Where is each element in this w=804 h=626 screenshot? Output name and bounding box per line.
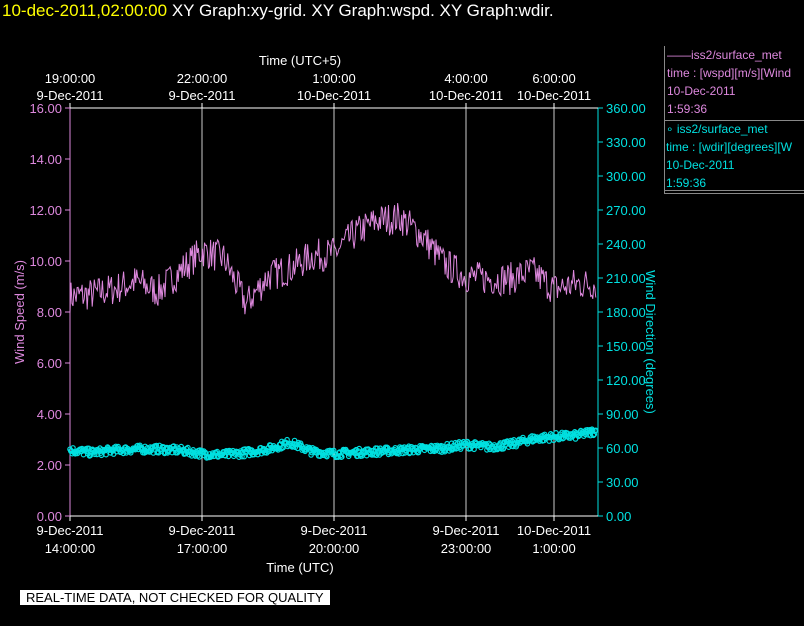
x2-tick-label-time: 1:00:00 <box>312 71 355 86</box>
legend-wdir-line2: time : [wdir][degrees][W <box>666 140 793 154</box>
wdir-data-point <box>225 453 232 460</box>
y2-tick-label: 120.00 <box>606 373 646 388</box>
y2-tick-label: 90.00 <box>606 407 639 422</box>
legend-wdir-box <box>664 120 804 194</box>
quality-notice: REAL-TIME DATA, NOT CHECKED FOR QUALITY <box>20 590 330 605</box>
x2-tick-label-time: 6:00:00 <box>532 71 575 86</box>
x2-tick-label-date: 9-Dec-2011 <box>37 88 104 103</box>
y2-axis-label: Wind Direction (degrees) <box>643 270 658 414</box>
x-tick-label-date: 9-Dec-2011 <box>301 523 368 538</box>
y-tick-label: 16.00 <box>29 101 62 116</box>
y-tick-label: 8.00 <box>37 305 62 320</box>
wdir-series-points <box>67 426 599 461</box>
y2-tick-label: 0.00 <box>606 509 631 524</box>
y2-tick-label: 270.00 <box>606 203 646 218</box>
y-tick-label: 10.00 <box>29 254 62 269</box>
title-timestamp: 10-dec-2011,02:00:00 <box>2 1 168 20</box>
wdir-data-point <box>103 451 109 458</box>
x-axis-label: Time (UTC) <box>266 560 333 575</box>
y2-tick-label: 360.00 <box>606 101 646 116</box>
legend-wspd-line4: 1:59:36 <box>667 102 708 116</box>
y-tick-label: 14.00 <box>29 152 62 167</box>
wdir-data-point <box>356 445 363 452</box>
y2-tick-label: 300.00 <box>606 169 646 184</box>
legend-wspd-line3: 10-Dec-2011 <box>667 84 736 98</box>
x2-tick-label-time: 19:00:00 <box>45 71 96 86</box>
y-tick-label: 4.00 <box>37 407 62 422</box>
legend-wdir-line4: 1:59:36 <box>666 176 707 190</box>
y-tick-label: 0.00 <box>37 509 62 524</box>
x-tick-label-time: 20:00:00 <box>309 541 360 556</box>
wdir-data-point <box>196 454 203 460</box>
x2-tick-label-time: 4:00:00 <box>444 71 487 86</box>
x-tick-label-time: 23:00:00 <box>441 541 492 556</box>
wdir-data-point <box>500 445 507 452</box>
x-tick-label-date: 9-Dec-2011 <box>37 523 104 538</box>
wdir-data-point <box>339 454 345 460</box>
y2-tick-label: 180.00 <box>606 305 646 320</box>
legend-wdir-line3: 10-Dec-2011 <box>666 158 735 172</box>
x-tick-label-date: 9-Dec-2011 <box>433 523 500 538</box>
wdir-data-point <box>415 449 422 456</box>
legend-wdir-line1: ∘ iss2/surface_met <box>666 122 768 136</box>
x-tick-label-time: 17:00:00 <box>177 541 228 556</box>
x2-tick-label-time: 22:00:00 <box>177 71 228 86</box>
title-graphs: XY Graph:xy-grid. XY Graph:wspd. XY Grap… <box>171 1 554 20</box>
y-tick-label: 12.00 <box>29 203 62 218</box>
y-tick-label: 2.00 <box>37 458 62 473</box>
x2-tick-label-date: 10-Dec-2011 <box>517 88 591 103</box>
wdir-data-point <box>241 453 248 460</box>
y2-tick-label: 150.00 <box>606 339 646 354</box>
wdir-data-point <box>592 427 599 434</box>
x-tick-label-time: 1:00:00 <box>532 541 575 556</box>
legend-wdir: ∘ iss2/surface_met time : [wdir][degrees… <box>664 120 804 192</box>
wdir-data-point <box>306 444 313 451</box>
y2-tick-label: 60.00 <box>606 441 639 456</box>
y2-tick-label: 240.00 <box>606 237 646 252</box>
x-tick-label-date: 10-Dec-2011 <box>517 523 591 538</box>
legend-wspd: ——iss2/surface_met time : [wspd][m/s][Wi… <box>664 46 804 191</box>
x-tick-label-time: 14:00:00 <box>45 541 96 556</box>
y2-tick-label: 30.00 <box>606 475 639 490</box>
wdir-data-point <box>284 436 290 443</box>
y-axis-label: Wind Speed (m/s) <box>12 260 27 364</box>
x2-tick-label-date: 10-Dec-2011 <box>297 88 371 103</box>
x2-tick-label-date: 9-Dec-2011 <box>169 88 236 103</box>
y2-tick-label: 330.00 <box>606 135 646 150</box>
y-tick-label: 6.00 <box>37 356 62 371</box>
x2-axis-label: Time (UTC+5) <box>259 53 341 68</box>
x2-tick-label-date: 10-Dec-2011 <box>429 88 503 103</box>
legend-wspd-line2: time : [wspd][m/s][Wind <box>667 66 792 80</box>
wspd-series-line <box>69 203 597 315</box>
legend-wspd-line1: ——iss2/surface_met <box>667 48 782 62</box>
x-tick-label-date: 9-Dec-2011 <box>169 523 236 538</box>
wdir-data-point <box>153 442 160 449</box>
y2-tick-label: 210.00 <box>606 271 646 286</box>
wdir-data-point <box>471 446 477 453</box>
graph-title: 10-dec-2011,02:00:00 XY Graph:xy-grid. X… <box>2 1 554 21</box>
